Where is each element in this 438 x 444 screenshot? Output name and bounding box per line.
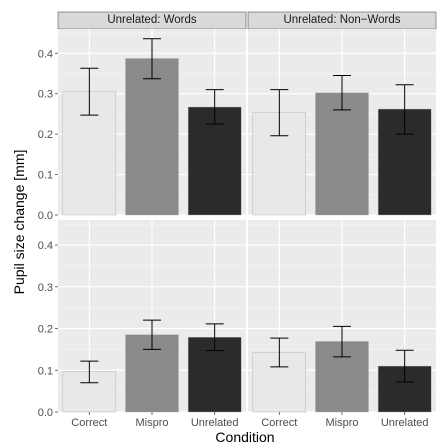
panel bbox=[248, 220, 436, 413]
x-tick-label: Unrelated bbox=[381, 417, 429, 429]
y-tick-label: 0.2 bbox=[38, 129, 53, 141]
x-tick-label: Mispro bbox=[135, 417, 168, 429]
x-tick-label: Correct bbox=[71, 417, 107, 429]
y-tick-label: 0.0 bbox=[38, 407, 53, 419]
x-axis-title: Condition bbox=[215, 429, 274, 444]
y-axis-title: Pupil size change [mm] bbox=[11, 150, 27, 295]
y-tick-label: 0.4 bbox=[38, 240, 53, 252]
y-tick-label: 0.2 bbox=[38, 324, 53, 336]
bar bbox=[125, 58, 179, 216]
bar bbox=[315, 92, 369, 216]
panel bbox=[58, 29, 246, 216]
strip-label-words: Unrelated: Words bbox=[107, 14, 197, 26]
panel bbox=[58, 220, 246, 413]
panel bbox=[248, 29, 436, 216]
x-tick-label: Correct bbox=[261, 417, 297, 429]
x-tick-label: Unrelated bbox=[191, 417, 239, 429]
y-tick-label: 0.1 bbox=[38, 365, 53, 377]
y-tick-label: 0.4 bbox=[38, 48, 53, 60]
strip-label-non-words: Unrelated: Non−Words bbox=[283, 14, 400, 26]
y-tick-label: 0.1 bbox=[38, 170, 53, 182]
y-tick-label: 0.3 bbox=[38, 89, 53, 101]
y-tick-label: 0.3 bbox=[38, 282, 53, 294]
x-tick-label: Mispro bbox=[325, 417, 358, 429]
y-tick-label: 0.0 bbox=[38, 210, 53, 222]
bar bbox=[187, 106, 242, 216]
